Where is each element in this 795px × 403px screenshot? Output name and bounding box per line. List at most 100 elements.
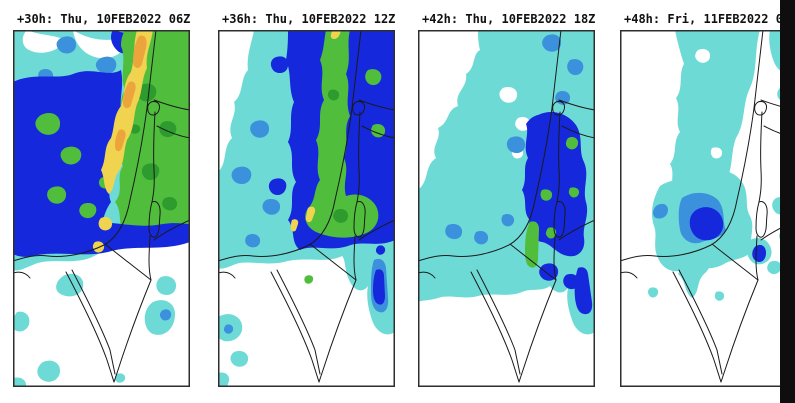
- blob: [159, 121, 177, 138]
- blob: [767, 260, 782, 275]
- blob: [539, 263, 559, 281]
- blob: [565, 136, 579, 150]
- right-black-bar: [780, 0, 795, 403]
- blob: [230, 350, 249, 367]
- map-42h: [418, 30, 595, 387]
- blob: [647, 287, 659, 298]
- blob: [474, 230, 489, 245]
- blob: [13, 311, 30, 332]
- blob: [270, 56, 289, 74]
- blob: [141, 163, 160, 181]
- precip-max: [115, 35, 147, 152]
- blob: [92, 241, 105, 253]
- blob: [333, 208, 349, 223]
- blob: [60, 146, 82, 165]
- blob: [218, 372, 230, 387]
- blob: [695, 48, 711, 63]
- blob: [13, 377, 27, 387]
- precip-map-36h: [218, 30, 395, 387]
- blob: [47, 186, 67, 204]
- blob: [327, 89, 340, 101]
- map-30h: [13, 30, 190, 387]
- precip-heavy-south-band: [13, 222, 190, 257]
- precip-extreme: [92, 30, 153, 253]
- blob: [250, 120, 270, 138]
- precip-heavy-strip: [373, 245, 386, 305]
- map-48h: [620, 30, 795, 387]
- blob: [375, 245, 386, 255]
- blob: [373, 269, 385, 305]
- blob: [567, 59, 584, 76]
- blob: [56, 36, 77, 54]
- blob: [305, 30, 379, 238]
- blob: [568, 187, 580, 198]
- blob: [714, 291, 725, 301]
- blob: [506, 136, 526, 154]
- map-36h: [218, 30, 395, 387]
- blob: [445, 223, 463, 240]
- panel-title: +48h: Fri, 11FEB2022 00Z: [624, 12, 795, 26]
- blob: [501, 213, 515, 227]
- blob: [156, 276, 177, 295]
- blob: [542, 34, 562, 52]
- blob: [79, 202, 97, 219]
- precip-none-holes: [695, 48, 723, 159]
- blob: [418, 30, 595, 335]
- blob: [223, 324, 234, 334]
- panel-title: +30h: Thu, 10FEB2022 06Z: [17, 12, 191, 26]
- blob: [515, 116, 531, 131]
- forecast-panel-30h: +30h: Thu, 10FEB2022 06Z: [13, 9, 190, 387]
- blob: [268, 178, 287, 196]
- panel-title: +42h: Thu, 10FEB2022 18Z: [422, 12, 596, 26]
- precip-map-48h: [620, 30, 795, 387]
- blob: [290, 219, 299, 232]
- precip-extreme: [290, 30, 341, 232]
- map-frame: [620, 30, 795, 387]
- panel-title: +36h: Thu, 10FEB2022 12Z: [222, 12, 396, 26]
- blob: [540, 189, 553, 201]
- blob: [162, 196, 178, 211]
- blob: [689, 207, 724, 241]
- blob: [73, 30, 126, 59]
- blob: [231, 166, 252, 185]
- precip-light: [418, 30, 595, 335]
- blob: [123, 81, 136, 109]
- blob: [262, 198, 281, 215]
- blob: [305, 206, 316, 223]
- blob: [653, 203, 668, 219]
- blob: [574, 267, 593, 315]
- blob: [330, 30, 341, 39]
- forecast-panel-48h: +48h: Fri, 11FEB2022 00Z: [620, 9, 795, 387]
- map-frame: [13, 30, 190, 387]
- blob: [37, 360, 61, 382]
- blob: [304, 275, 314, 284]
- precip-map-30h: [13, 30, 190, 387]
- blob: [22, 30, 65, 53]
- blob: [114, 373, 126, 383]
- blob: [133, 35, 147, 68]
- blob: [98, 216, 113, 231]
- precip-very-intense: [327, 89, 349, 223]
- blob: [101, 30, 153, 194]
- blob: [144, 300, 175, 335]
- precip-none-holes: [22, 30, 126, 59]
- blob: [245, 233, 261, 248]
- blob: [13, 222, 190, 257]
- blob: [371, 123, 386, 138]
- blob: [115, 129, 126, 152]
- blob: [35, 113, 61, 135]
- forecast-panel-42h: +42h: Thu, 10FEB2022 18Z: [418, 9, 595, 387]
- blob: [365, 69, 382, 86]
- map-frame: [218, 30, 395, 387]
- precip-intense: [304, 30, 386, 284]
- blob: [159, 309, 172, 321]
- precip-intense: [525, 136, 580, 268]
- blob: [499, 86, 518, 103]
- precip-map-42h: [418, 30, 595, 387]
- forecast-panel-36h: +36h: Thu, 10FEB2022 12Z: [218, 9, 395, 387]
- blob: [710, 147, 723, 159]
- blob: [525, 221, 539, 268]
- map-frame: [418, 30, 595, 387]
- blob: [545, 227, 557, 239]
